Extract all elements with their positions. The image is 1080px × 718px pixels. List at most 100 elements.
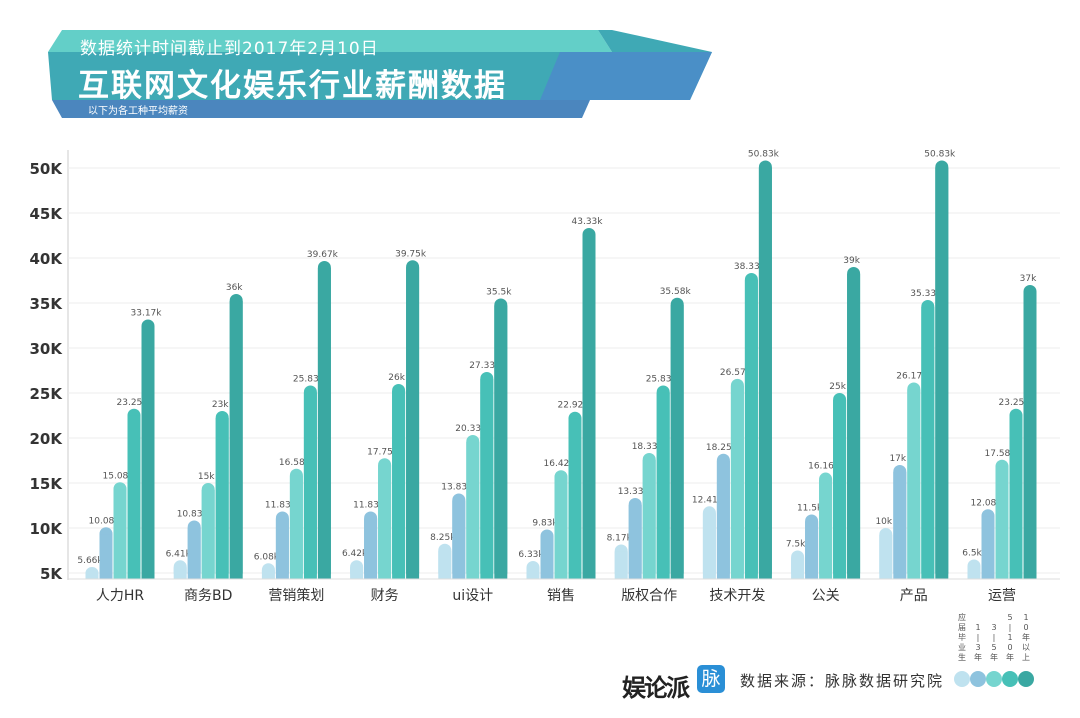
x-tick-label: 公关 (812, 588, 840, 604)
bar-base (526, 568, 540, 579)
y-tick-label: 45K (30, 205, 64, 223)
bar-base (406, 267, 420, 579)
legend-label: 届 (958, 623, 966, 632)
data-label: 39k (843, 256, 860, 266)
bar-base (438, 550, 452, 579)
bar-base (935, 167, 949, 579)
y-tick-label: 5K (40, 565, 63, 583)
bar-base (921, 307, 935, 579)
data-label: 7.5k (786, 540, 806, 550)
data-label: 26.57k (720, 368, 752, 378)
data-label: 16.58k (279, 458, 311, 468)
maimai-logo-icon: 脉 (697, 665, 725, 693)
legend-label: 1 (1007, 633, 1012, 642)
yulunpai-logo: 娱论派 (622, 674, 690, 702)
y-tick-label: 50K (30, 160, 64, 178)
data-label: 6.08k (254, 552, 280, 562)
bar-base (716, 460, 730, 579)
legend-label: 应 (958, 612, 966, 622)
bar-base (1023, 292, 1037, 579)
bar-base (99, 534, 113, 579)
y-tick-label: 40K (30, 250, 64, 268)
data-label: 18.25k (706, 443, 738, 453)
legend-swatch (986, 671, 1002, 687)
data-label: 15.08k (103, 471, 135, 481)
data-label: 6.42k (342, 549, 368, 559)
data-label: 25.83k (293, 375, 325, 385)
bar-base (289, 475, 303, 579)
legend-label: 3 (975, 643, 980, 652)
data-label: 18.33k (632, 442, 664, 452)
header-title: 互联网文化娱乐行业薪酬数据 (78, 68, 507, 104)
legend-label: 业 (958, 642, 966, 652)
legend-label: | (993, 633, 996, 642)
data-label: 11.83k (353, 501, 385, 511)
legend-label: 生 (958, 652, 966, 662)
data-label: 8.25k (430, 533, 456, 543)
x-tick-label: 技术开发 (709, 588, 765, 604)
bar-base (758, 167, 772, 579)
legend-label: 0 (1023, 623, 1028, 632)
bar-base (995, 466, 1009, 579)
bar-base (791, 557, 805, 579)
data-label: 22.92k (558, 401, 590, 411)
legend-label: 3 (991, 623, 996, 632)
data-label: 25.83k (646, 375, 678, 385)
data-source: 数据来源：脉脉数据研究院 (740, 672, 945, 690)
bar-base (141, 326, 155, 579)
legend-label: 1 (1023, 613, 1028, 622)
bar-base (981, 516, 995, 579)
bar-base (744, 280, 758, 579)
legend-label: 0 (1007, 643, 1012, 652)
bar-base (494, 305, 508, 579)
header-subtitle: 数据统计时间截止到2017年2月10日 (80, 39, 379, 59)
data-label: 26k (388, 373, 405, 383)
x-tick-label: 商务BD (184, 588, 232, 604)
bar-base (378, 465, 392, 579)
x-tick-label: 营销策划 (268, 587, 324, 604)
data-label: 10k (875, 517, 892, 527)
data-label: 20.33k (455, 424, 487, 434)
bar-base (656, 392, 670, 579)
bar-base (568, 418, 582, 579)
y-tick-label: 35K (30, 295, 64, 313)
header-note: 以下为各工种平均薪资 (88, 106, 188, 117)
data-label: 13.33k (618, 487, 650, 497)
data-label: 17.58k (985, 449, 1017, 459)
data-label: 43.33k (572, 217, 604, 227)
legend-label: 1 (975, 623, 980, 632)
data-label: 26.17k (896, 371, 928, 381)
data-label: 16.16k (808, 462, 840, 472)
legend-label: | (1009, 623, 1012, 632)
bar-base (85, 573, 99, 579)
legend-swatch (1018, 671, 1034, 687)
data-label: 16.42k (544, 459, 576, 469)
data-label: 35.58k (660, 287, 692, 297)
bar-base (173, 567, 187, 579)
data-label: 35.33k (910, 289, 942, 299)
y-tick-label: 25K (30, 385, 64, 403)
legend-label: 年 (990, 652, 998, 662)
legend-label: 毕 (958, 632, 966, 642)
data-label: 11.5k (797, 504, 823, 514)
bar-base (554, 477, 568, 579)
bar-base (215, 418, 229, 579)
bar-base (702, 513, 716, 579)
data-label: 8.17k (607, 533, 633, 543)
x-tick-label: 运营 (988, 588, 1016, 604)
data-label: 37k (1020, 274, 1037, 284)
bar-base (642, 460, 656, 579)
bar-base (847, 274, 861, 579)
bar-base (113, 489, 127, 579)
data-label: 6.33k (518, 550, 544, 560)
bar-base (261, 570, 275, 579)
data-label: 23k (212, 400, 229, 410)
bar-base (127, 415, 141, 579)
legend-label: 上 (1022, 653, 1030, 662)
x-tick-label: 人力HR (96, 588, 145, 604)
legend-label: 年 (1006, 652, 1014, 662)
data-label: 15k (198, 472, 215, 482)
data-label: 23.25k (117, 398, 149, 408)
